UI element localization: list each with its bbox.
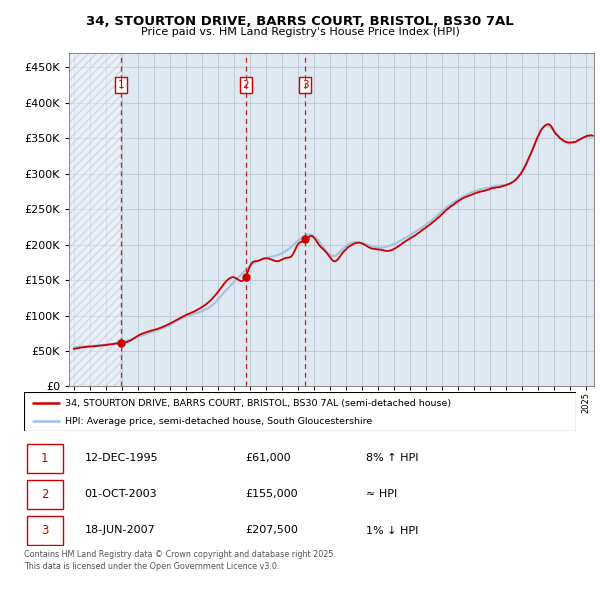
Bar <box>27 444 62 473</box>
Bar <box>69 53 121 386</box>
Text: £207,500: £207,500 <box>245 526 298 536</box>
Text: ≈ HPI: ≈ HPI <box>366 490 397 500</box>
Text: 1: 1 <box>41 452 49 465</box>
Text: £155,000: £155,000 <box>245 490 298 500</box>
Text: 3: 3 <box>302 80 309 90</box>
Text: Contains HM Land Registry data © Crown copyright and database right 2025.
This d: Contains HM Land Registry data © Crown c… <box>24 550 336 571</box>
Text: 2: 2 <box>41 488 49 501</box>
Bar <box>27 480 62 509</box>
Text: 12-DEC-1995: 12-DEC-1995 <box>85 454 158 463</box>
Text: £61,000: £61,000 <box>245 454 290 463</box>
Text: Price paid vs. HM Land Registry's House Price Index (HPI): Price paid vs. HM Land Registry's House … <box>140 27 460 37</box>
Text: 3: 3 <box>41 524 49 537</box>
Text: 1% ↓ HPI: 1% ↓ HPI <box>366 526 419 536</box>
Bar <box>27 516 62 545</box>
Text: 34, STOURTON DRIVE, BARRS COURT, BRISTOL, BS30 7AL (semi-detached house): 34, STOURTON DRIVE, BARRS COURT, BRISTOL… <box>65 399 452 408</box>
Text: 01-OCT-2003: 01-OCT-2003 <box>85 490 157 500</box>
Text: 34, STOURTON DRIVE, BARRS COURT, BRISTOL, BS30 7AL: 34, STOURTON DRIVE, BARRS COURT, BRISTOL… <box>86 15 514 28</box>
Text: 1: 1 <box>118 80 124 90</box>
Text: 2: 2 <box>242 80 249 90</box>
Text: 8% ↑ HPI: 8% ↑ HPI <box>366 454 419 463</box>
Text: HPI: Average price, semi-detached house, South Gloucestershire: HPI: Average price, semi-detached house,… <box>65 417 373 425</box>
Text: 18-JUN-2007: 18-JUN-2007 <box>85 526 155 536</box>
